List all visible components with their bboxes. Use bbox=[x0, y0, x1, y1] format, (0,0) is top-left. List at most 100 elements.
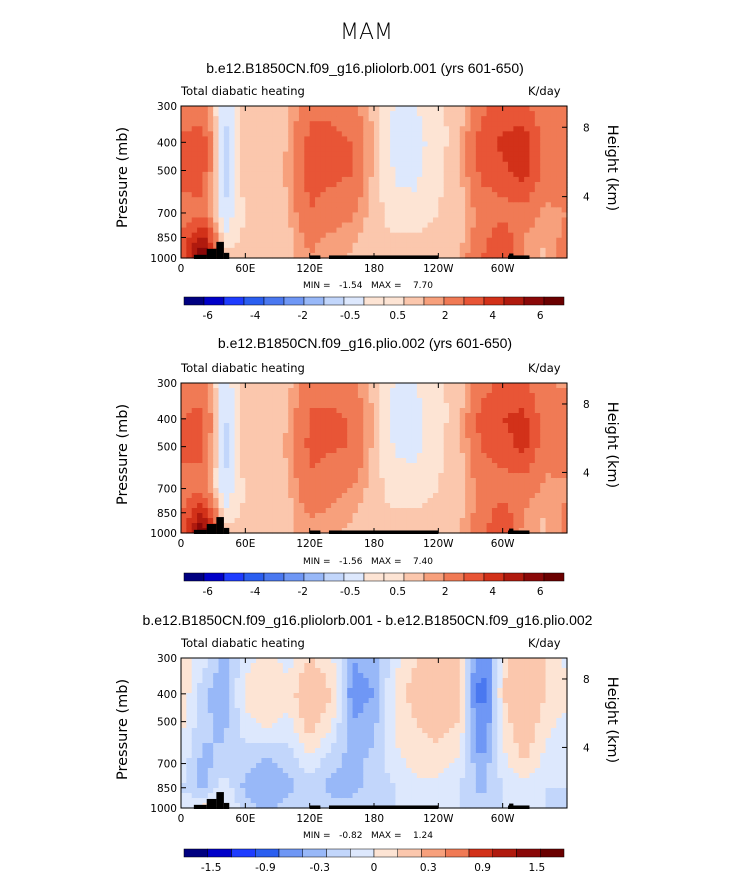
field-cell bbox=[298, 121, 305, 127]
field-cell bbox=[250, 723, 257, 729]
field-cell bbox=[475, 166, 482, 173]
field-cell bbox=[508, 473, 514, 479]
field-cell bbox=[298, 176, 305, 183]
field-cell bbox=[411, 413, 418, 419]
field-cell bbox=[320, 126, 327, 132]
field-cell bbox=[513, 443, 520, 449]
field-cell bbox=[470, 403, 477, 409]
field-cell bbox=[524, 383, 531, 389]
field-cell bbox=[352, 212, 359, 219]
field-cell bbox=[481, 393, 488, 399]
field-cell bbox=[229, 748, 236, 754]
field-cell bbox=[491, 468, 498, 474]
field-cell bbox=[239, 783, 246, 789]
field-cell bbox=[331, 232, 338, 239]
field-cell bbox=[315, 237, 321, 244]
field-cell bbox=[207, 413, 214, 419]
field-cell bbox=[454, 438, 461, 444]
field-cell bbox=[368, 176, 375, 183]
field-cell bbox=[352, 393, 359, 399]
field-cell bbox=[400, 187, 407, 193]
field-cell bbox=[315, 508, 321, 514]
field-cell bbox=[395, 156, 402, 163]
field-cell bbox=[465, 463, 472, 469]
field-cell bbox=[395, 408, 402, 414]
field-cell bbox=[524, 413, 531, 419]
field-cell bbox=[197, 503, 204, 509]
field-cell bbox=[229, 793, 236, 799]
field-cell bbox=[432, 383, 439, 389]
field-cell bbox=[272, 463, 279, 469]
field-cell bbox=[406, 503, 413, 509]
field-cell bbox=[374, 237, 380, 244]
field-cell bbox=[245, 493, 252, 499]
terrain-block bbox=[223, 527, 230, 534]
field-cell bbox=[416, 106, 423, 112]
field-cell bbox=[223, 433, 230, 439]
field-cell bbox=[256, 247, 263, 254]
field-cell bbox=[218, 483, 225, 489]
field-cell bbox=[486, 478, 493, 484]
field-cell bbox=[186, 403, 193, 409]
field-cell bbox=[502, 463, 509, 469]
field-cell bbox=[459, 237, 466, 244]
field-cell bbox=[213, 503, 220, 509]
field-cell bbox=[191, 458, 198, 464]
field-cell bbox=[454, 121, 461, 127]
field-cell bbox=[395, 131, 402, 137]
field-cell bbox=[186, 528, 193, 534]
field-cell bbox=[309, 468, 316, 474]
field-cell bbox=[336, 227, 343, 234]
field-cell bbox=[443, 252, 450, 259]
field-cell bbox=[191, 242, 198, 249]
field-cell bbox=[438, 458, 445, 464]
field-cell bbox=[261, 166, 268, 173]
field-cell bbox=[561, 182, 568, 188]
y-tick-label: 400 bbox=[157, 414, 177, 426]
field-cell bbox=[400, 458, 407, 464]
field-cell bbox=[213, 498, 220, 504]
field-cell bbox=[475, 523, 482, 529]
field-cell bbox=[363, 438, 370, 444]
field-cell bbox=[550, 463, 557, 469]
field-cell bbox=[341, 518, 348, 524]
field-cell bbox=[395, 483, 402, 489]
field-cell bbox=[449, 398, 456, 404]
field-cell bbox=[411, 418, 418, 424]
field-cell bbox=[443, 192, 450, 198]
field-cell bbox=[416, 187, 423, 193]
field-cell bbox=[475, 518, 482, 524]
field-cell bbox=[379, 146, 386, 153]
field-cell bbox=[202, 247, 209, 254]
field-cell bbox=[395, 111, 402, 117]
field-cell bbox=[207, 151, 214, 158]
y-tick-label: 400 bbox=[157, 137, 177, 149]
field-cell bbox=[374, 187, 380, 193]
field-cell bbox=[288, 182, 295, 188]
field-cell bbox=[475, 161, 482, 168]
field-cell bbox=[556, 493, 563, 499]
field-cell bbox=[502, 418, 509, 424]
field-cell bbox=[213, 448, 220, 454]
x-tick-label: 0 bbox=[178, 538, 185, 550]
field-cell bbox=[502, 388, 509, 394]
field-cell bbox=[191, 523, 198, 529]
field-cell bbox=[325, 463, 332, 469]
field-cell bbox=[245, 413, 252, 419]
field-cell bbox=[411, 121, 418, 127]
field-cell bbox=[304, 408, 311, 414]
field-cell bbox=[261, 663, 268, 669]
field-cell bbox=[213, 693, 220, 699]
field-cell bbox=[304, 171, 311, 178]
field-cell bbox=[379, 106, 386, 112]
field-cell bbox=[556, 478, 563, 484]
field-cell bbox=[256, 458, 263, 464]
field-cell bbox=[336, 156, 343, 163]
field-cell bbox=[245, 708, 252, 714]
field-cell bbox=[261, 788, 268, 794]
field-cell bbox=[540, 237, 547, 244]
field-cell bbox=[218, 698, 225, 704]
field-cell bbox=[197, 151, 204, 158]
field-cell bbox=[508, 136, 514, 143]
field-cell bbox=[363, 207, 370, 213]
